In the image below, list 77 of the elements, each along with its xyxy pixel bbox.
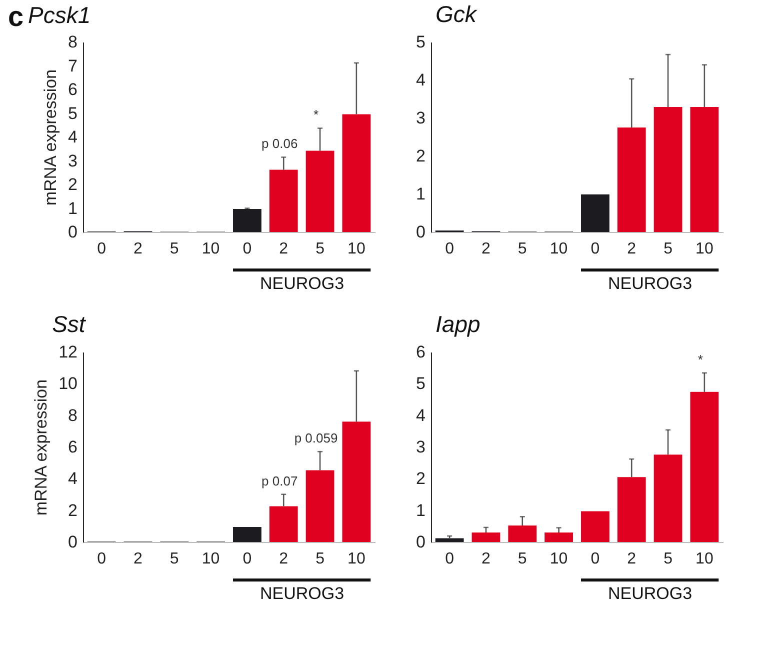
x-tick-label: 2 — [279, 550, 288, 568]
y-tick-label: 1 — [416, 184, 426, 204]
y-tick-label: 6 — [68, 80, 78, 99]
annotation: p 0.059 — [294, 430, 338, 446]
x-tick-label: 0 — [97, 240, 106, 258]
x-tick-label: 5 — [170, 240, 179, 258]
x-tick-label: 2 — [482, 550, 491, 568]
x-tick-label: 2 — [279, 240, 288, 258]
x-tick-label: 5 — [664, 240, 673, 258]
x-tick-label: 10 — [348, 240, 366, 258]
text: NEUROG3 — [608, 584, 692, 603]
x-tick-label: 0 — [445, 550, 454, 568]
x-tick-label: 0 — [590, 550, 600, 568]
y-tick-label: 6 — [68, 438, 78, 456]
y-tick-label: 5 — [68, 104, 78, 123]
y-tick-label: 2 — [68, 500, 78, 520]
x-tick-label: 2 — [627, 550, 636, 568]
y-tick-label: 3 — [416, 108, 426, 128]
x-tick-label: 0 — [445, 240, 454, 258]
y-tick-label: 0 — [416, 222, 426, 242]
x-tick-label: 5 — [316, 550, 325, 568]
y-tick-label: 6 — [416, 342, 426, 362]
y-tick-label: 8 — [68, 32, 78, 52]
y-tick-label: 0 — [416, 532, 426, 552]
chart-title: Sst — [52, 311, 87, 337]
y-tick-label: 12 — [58, 342, 78, 362]
x-tick-label: 10 — [696, 240, 714, 258]
y-axis-title: mRNA expression — [41, 69, 60, 206]
x-tick-label: 2 — [134, 550, 143, 568]
x-tick-label: 2 — [134, 240, 143, 258]
y-tick-label: 2 — [416, 469, 426, 488]
x-tick-label: 5 — [316, 240, 325, 258]
y-tick-label: 5 — [416, 32, 426, 52]
x-tick-label: 2 — [627, 240, 636, 258]
x-tick-label: 0 — [97, 550, 106, 568]
x-tick-label: 10 — [550, 240, 568, 258]
annotation: p 0.06 — [262, 136, 298, 152]
y-tick-label: 4 — [68, 469, 78, 488]
y-tick-label: 2 — [68, 175, 78, 194]
x-tick-label: 10 — [696, 550, 714, 568]
x-tick-label: 10 — [202, 240, 220, 258]
text: NEUROG3 — [608, 274, 692, 293]
annotation: p 0.07 — [262, 473, 298, 488]
annotation: * — [698, 352, 703, 367]
y-tick-label: 5 — [416, 374, 426, 394]
y-tick-label: 8 — [68, 406, 78, 425]
x-tick-label: 5 — [518, 240, 527, 258]
x-tick-label: 0 — [242, 550, 252, 568]
y-tick-label: 4 — [416, 406, 426, 425]
x-tick-label: 0 — [590, 240, 600, 258]
y-tick-label: 3 — [416, 438, 426, 456]
x-tick-label: 5 — [518, 550, 527, 568]
chart-title: Iapp — [436, 311, 481, 337]
x-tick-label: 0 — [242, 240, 252, 258]
x-tick-label: 10 — [348, 550, 366, 568]
y-axis-title: mRNA expression — [32, 379, 51, 516]
x-tick-label: 5 — [664, 550, 673, 568]
text: c — [8, 1, 24, 32]
text: NEUROG3 — [260, 584, 344, 603]
y-tick-label: 2 — [416, 146, 426, 166]
y-tick-label: 1 — [68, 198, 78, 218]
y-tick-label: 4 — [68, 128, 78, 146]
y-tick-label: 10 — [58, 374, 78, 394]
chart-title: Gck — [436, 1, 478, 27]
y-tick-label: 7 — [68, 56, 78, 76]
x-tick-label: 10 — [202, 550, 220, 568]
x-tick-label: 10 — [550, 550, 568, 568]
x-tick-label: 5 — [170, 550, 179, 568]
y-tick-label: 0 — [68, 532, 78, 552]
annotation: * — [313, 107, 319, 122]
y-tick-label: 4 — [416, 70, 426, 90]
x-tick-label: 2 — [482, 240, 491, 258]
y-tick-label: 1 — [416, 500, 426, 520]
y-tick-label: 0 — [68, 222, 78, 242]
y-tick-label: 3 — [68, 151, 78, 170]
chart-title: Pcsk1 — [28, 2, 91, 28]
text: NEUROG3 — [260, 274, 344, 293]
